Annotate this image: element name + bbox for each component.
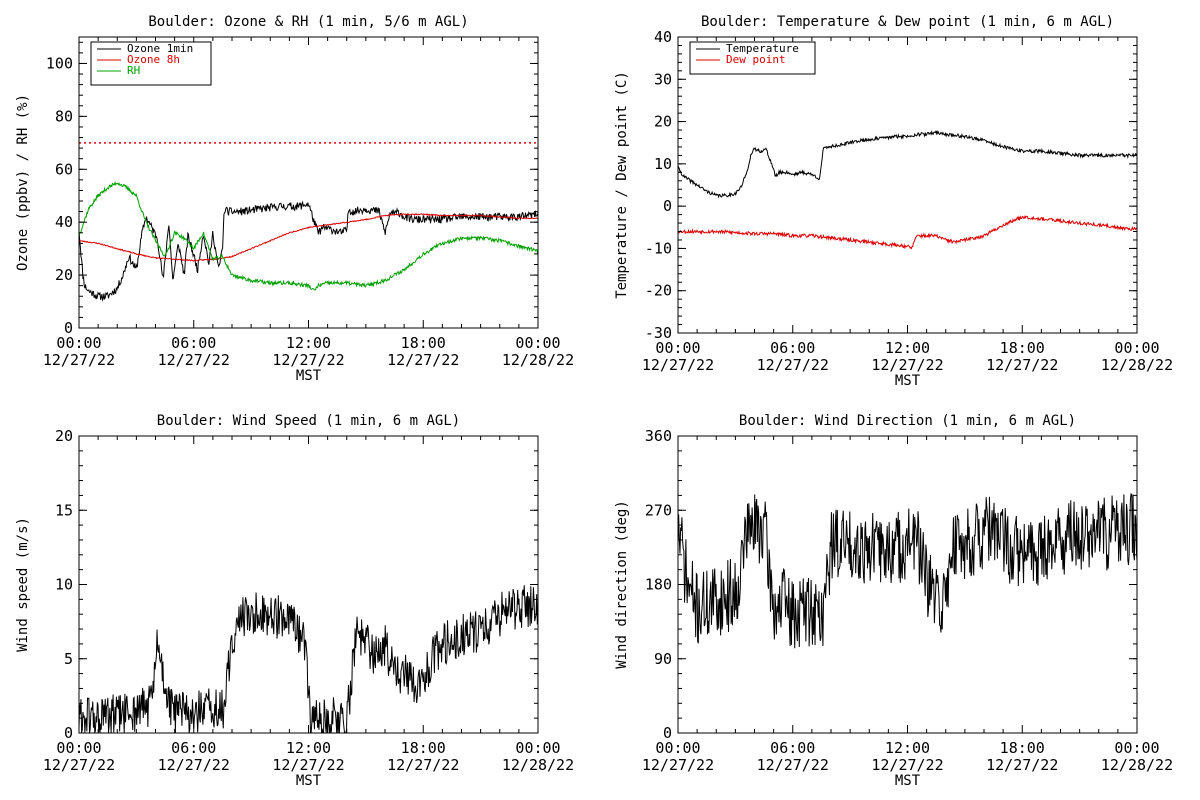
- legend-label: Ozone 1min: [127, 42, 193, 55]
- temperature-dewpoint-panel: Boulder: Temperature & Dew point (1 min,…: [614, 14, 1173, 389]
- legend-box: [689, 41, 816, 75]
- x-tick-date: 12/27/22: [272, 351, 344, 369]
- y-tick-label: 40: [55, 213, 73, 231]
- x-tick-time: 06:00: [171, 739, 216, 757]
- y-tick-label: -20: [645, 282, 672, 300]
- y-tick-label: 5: [64, 650, 73, 668]
- x-tick-time: 00:00: [56, 334, 101, 352]
- series-line-0: [677, 492, 1138, 649]
- y-tick-label: 270: [645, 501, 672, 519]
- plot-frame: [677, 435, 1138, 734]
- wind-direction-panel: Boulder: Wind Direction (1 min, 6 m AGL)…: [614, 413, 1173, 789]
- series-line-1: [677, 215, 1138, 250]
- x-tick-date: 12/27/22: [158, 756, 230, 774]
- y-axis-label: Temperature / Dew point (C): [614, 71, 630, 299]
- y-tick-label: 80: [55, 107, 73, 125]
- series-line-0: [677, 130, 1138, 199]
- x-tick-time: 06:00: [171, 334, 216, 352]
- series-line-0: [78, 585, 539, 734]
- x-tick-date: 12/28/22: [1101, 356, 1173, 374]
- x-tick-time: 00:00: [56, 739, 101, 757]
- y-tick-label: 20: [654, 113, 672, 131]
- x-tick-time: 00:00: [1114, 339, 1159, 357]
- x-tick-date: 12/27/22: [871, 356, 943, 374]
- x-axis-label: MST: [296, 368, 322, 384]
- y-tick-label: 40: [654, 28, 672, 46]
- x-tick-time: 12:00: [885, 739, 930, 757]
- x-tick-date: 12/27/22: [158, 351, 230, 369]
- x-tick-date: 12/27/22: [43, 351, 115, 369]
- x-axis-label: MST: [895, 373, 921, 389]
- x-tick-date: 12/27/22: [272, 756, 344, 774]
- y-axis-label: Wind direction (deg): [614, 500, 630, 669]
- y-tick-label: 10: [654, 155, 672, 173]
- ozone-rh-panel: Boulder: Ozone & RH (1 min, 5/6 m AGL) 0 2…: [15, 14, 574, 384]
- legend-label: Dew point: [726, 53, 786, 66]
- y-tick-label: 0: [663, 724, 672, 742]
- y-tick-label: 180: [645, 576, 672, 594]
- x-tick-time: 12:00: [286, 739, 331, 757]
- chart-title: Boulder: Wind Speed (1 min, 6 m AGL): [157, 413, 460, 429]
- x-tick-time: 18:00: [1000, 739, 1045, 757]
- x-tick-date: 12/27/22: [871, 756, 943, 774]
- plot-frame: [677, 36, 1138, 334]
- x-tick-date: 12/28/22: [502, 351, 574, 369]
- x-tick-date: 12/27/22: [642, 356, 714, 374]
- y-tick-label: 10: [55, 576, 73, 594]
- x-tick-time: 00:00: [1114, 739, 1159, 757]
- x-tick-date: 12/28/22: [502, 756, 574, 774]
- x-tick-time: 12:00: [885, 339, 930, 357]
- x-tick-time: 18:00: [401, 334, 446, 352]
- x-tick-time: 12:00: [286, 334, 331, 352]
- y-tick-label: -30: [645, 324, 672, 342]
- series-line-2: [78, 180, 539, 291]
- y-tick-label: 90: [654, 650, 672, 668]
- legend-label: RH: [127, 64, 140, 77]
- y-tick-label: 100: [46, 54, 73, 72]
- x-tick-date: 12/27/22: [43, 756, 115, 774]
- y-tick-label: 60: [55, 160, 73, 178]
- x-tick-date: 12/27/22: [986, 756, 1058, 774]
- chart-title: Boulder: Wind Direction (1 min, 6 m AGL): [739, 413, 1076, 429]
- y-tick-label: 15: [55, 501, 73, 519]
- y-tick-label: 0: [64, 724, 73, 742]
- y-axis-label: Wind speed (m/s): [15, 517, 31, 652]
- x-tick-time: 00:00: [515, 334, 560, 352]
- legend-label: Temperature: [726, 42, 799, 55]
- y-tick-label: 360: [645, 427, 672, 445]
- series-line-1: [78, 213, 539, 262]
- x-tick-time: 18:00: [1000, 339, 1045, 357]
- x-tick-time: 18:00: [401, 739, 446, 757]
- x-tick-date: 12/28/22: [1101, 756, 1173, 774]
- y-tick-label: 30: [654, 70, 672, 88]
- x-tick-date: 12/27/22: [387, 756, 459, 774]
- x-axis-label: MST: [296, 773, 322, 789]
- x-tick-date: 12/27/22: [757, 756, 829, 774]
- x-tick-time: 06:00: [770, 739, 815, 757]
- y-tick-label: 0: [663, 197, 672, 215]
- x-axis-label: MST: [895, 773, 921, 789]
- x-tick-date: 12/27/22: [642, 756, 714, 774]
- y-tick-label: 20: [55, 427, 73, 445]
- y-tick-label: -10: [645, 239, 672, 257]
- x-tick-date: 12/27/22: [387, 351, 459, 369]
- chart-title: Boulder: Ozone & RH (1 min, 5/6 m AGL): [148, 14, 468, 30]
- legend-label: Ozone 8h: [127, 53, 180, 66]
- x-tick-time: 00:00: [655, 739, 700, 757]
- y-axis-label: Ozone (ppbv) / RH (%): [15, 94, 31, 271]
- x-tick-date: 12/27/22: [986, 356, 1058, 374]
- x-tick-time: 00:00: [515, 739, 560, 757]
- x-tick-date: 12/27/22: [757, 356, 829, 374]
- y-tick-label: 20: [55, 266, 73, 284]
- y-tick-label: 0: [64, 319, 73, 337]
- wind-speed-panel: Boulder: Wind Speed (1 min, 6 m AGL) 0 5 10…: [15, 413, 574, 789]
- x-tick-time: 06:00: [770, 339, 815, 357]
- x-tick-time: 00:00: [655, 339, 700, 357]
- chart-title: Boulder: Temperature & Dew point (1 min,…: [701, 14, 1114, 30]
